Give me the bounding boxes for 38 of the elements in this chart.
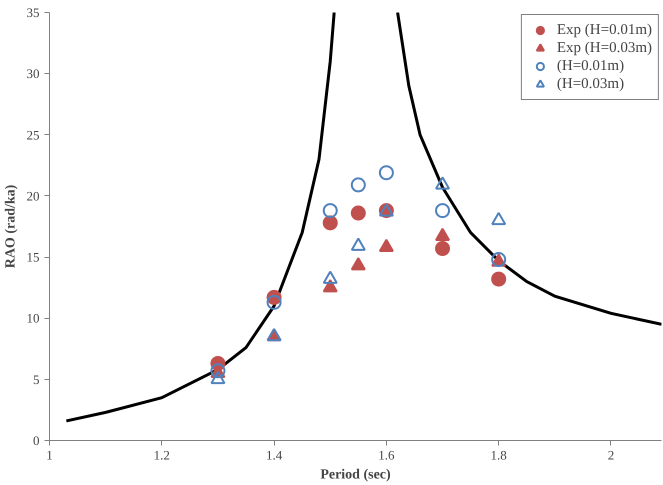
point xyxy=(435,203,450,218)
y-tick-label: 5 xyxy=(33,372,40,387)
y-tick-label: 10 xyxy=(26,310,40,326)
legend-label: Exp (H=0.01m) xyxy=(556,21,652,39)
y-tick-label: 15 xyxy=(26,250,40,265)
y-tick-label: 20 xyxy=(26,188,40,204)
point xyxy=(491,212,506,226)
point xyxy=(350,206,366,221)
x-tick-label: 1.2 xyxy=(154,448,170,462)
x-tick-label: 2 xyxy=(608,448,614,462)
y-tick-label: 30 xyxy=(26,66,40,82)
point xyxy=(350,177,366,192)
legend-label: (H=0.01m) xyxy=(556,57,624,75)
y-tick-label: 35 xyxy=(26,5,40,20)
point xyxy=(322,270,338,284)
point xyxy=(350,238,366,251)
point xyxy=(378,165,394,180)
point xyxy=(350,257,366,270)
x-tick-label: 1.4 xyxy=(266,448,283,462)
x-tick-label: 1 xyxy=(46,448,53,462)
point xyxy=(322,203,338,218)
x-axis-title: Period (sec) xyxy=(320,468,392,482)
point xyxy=(491,272,506,287)
point xyxy=(435,241,450,256)
legend-label: (H=0.03m) xyxy=(556,75,624,93)
point xyxy=(435,176,450,190)
y-axis-title: RAO (rad/ka) xyxy=(4,184,18,268)
point xyxy=(322,279,338,292)
point xyxy=(378,238,394,252)
point xyxy=(266,294,282,310)
point xyxy=(210,370,226,384)
x-tick-label: 1.8 xyxy=(490,448,507,462)
legend-label: Exp (H=0.03m) xyxy=(556,39,652,57)
y-tick-label: 25 xyxy=(26,127,40,142)
point xyxy=(322,215,338,230)
x-tick-label: 1.6 xyxy=(378,448,396,462)
y-tick-label: 0 xyxy=(33,433,40,448)
point xyxy=(435,228,450,242)
